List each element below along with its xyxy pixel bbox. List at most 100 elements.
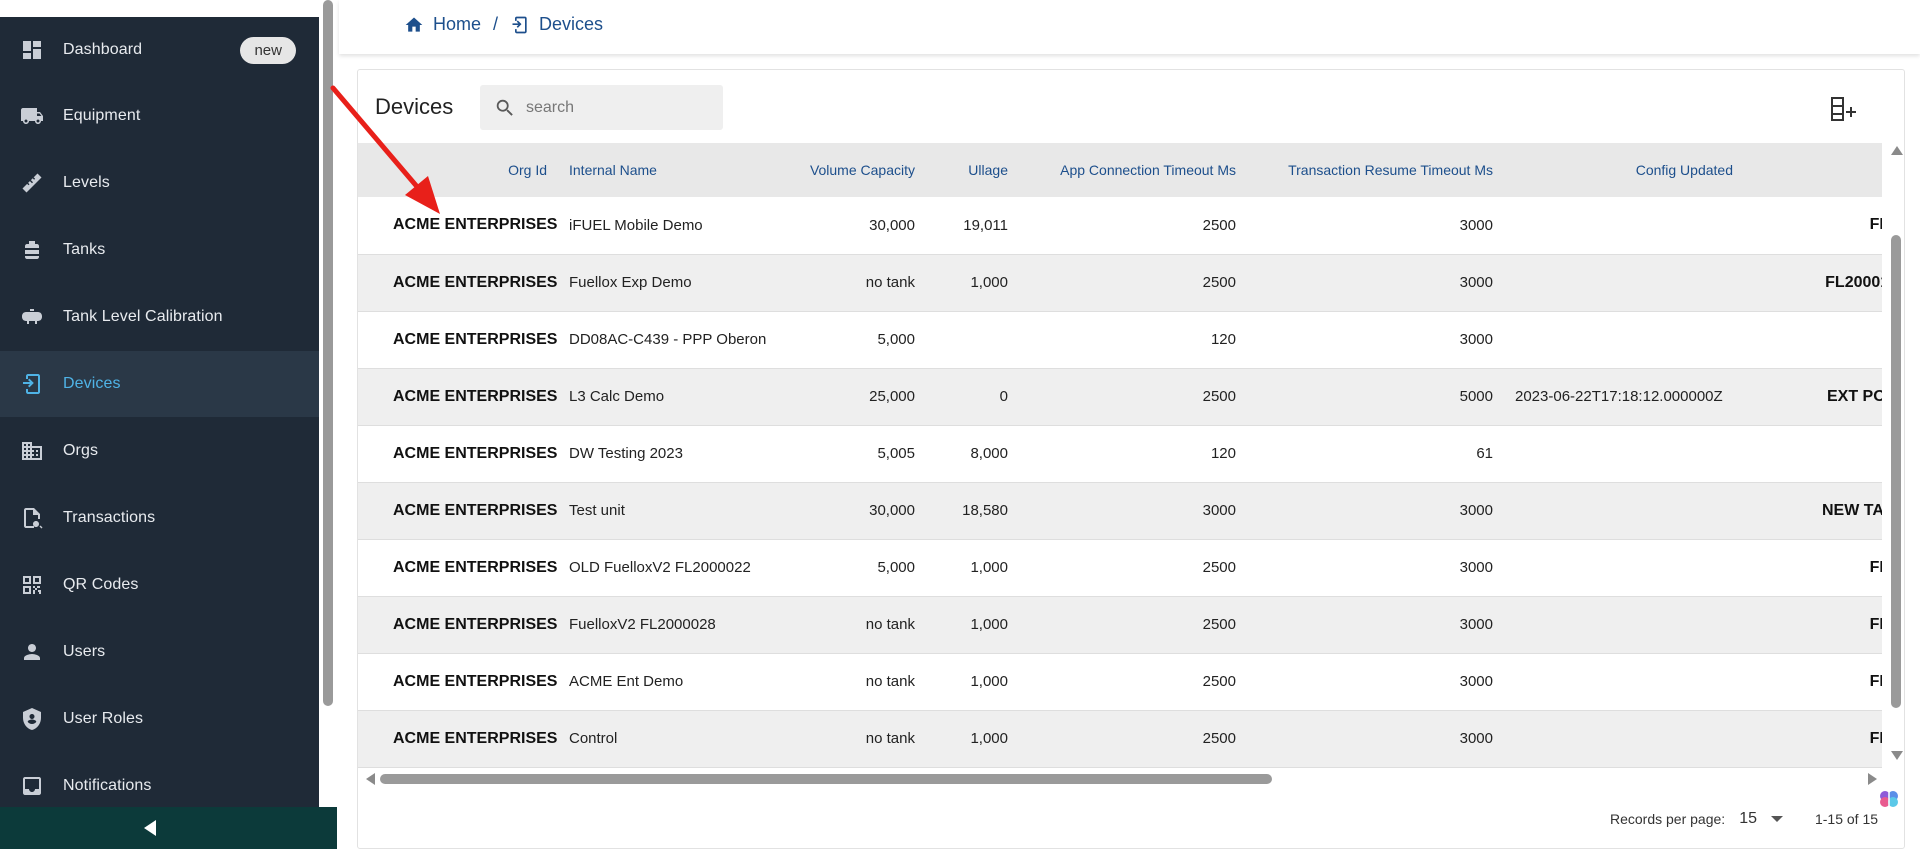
breadcrumb: Home / Devices bbox=[404, 14, 603, 35]
cell-org-id: ACME ENTERPRISES bbox=[393, 216, 558, 234]
horizontal-scroll-thumb[interactable] bbox=[380, 774, 1272, 784]
qr-code-icon bbox=[20, 573, 44, 597]
sidebar-item-orgs[interactable]: Orgs bbox=[0, 418, 319, 484]
sidebar-item-label: Tanks bbox=[63, 241, 106, 258]
cell-app-timeout: 120 bbox=[1210, 331, 1236, 348]
cell-volume-capacity: 25,000 bbox=[869, 388, 915, 405]
cell-resume-timeout: 3000 bbox=[1459, 331, 1493, 348]
cell-config-updated: 2023-06-22T17:18:12.000000Z bbox=[1515, 388, 1723, 405]
sidebar-item-tank-level-calibration[interactable]: Tank Level Calibration bbox=[0, 284, 319, 350]
scroll-left-arrow-icon[interactable] bbox=[366, 773, 375, 785]
building-icon bbox=[20, 439, 44, 463]
sidebar-item-users[interactable]: Users bbox=[0, 619, 319, 685]
table-row[interactable]: ACME ENTERPRISES L3 Calc Demo 25,000 0 2… bbox=[358, 368, 1882, 425]
scroll-down-arrow-icon[interactable] bbox=[1891, 751, 1903, 760]
cell-volume-capacity: 5,005 bbox=[877, 445, 915, 462]
dashboard-icon bbox=[20, 38, 44, 62]
cell-volume-capacity: 30,000 bbox=[869, 216, 915, 234]
sidebar-item-tanks[interactable]: Tanks bbox=[0, 217, 319, 283]
sidebar-item-label: Equipment bbox=[63, 107, 141, 124]
chevron-left-icon bbox=[143, 820, 156, 836]
records-per-page-select[interactable]: 15 bbox=[1739, 810, 1783, 828]
sidebar-item-equipment[interactable]: Equipment bbox=[0, 83, 319, 149]
cell-resume-timeout: 3000 bbox=[1459, 616, 1493, 633]
cell-app-timeout: 2500 bbox=[1202, 616, 1236, 633]
cell-org-id: ACME ENTERPRISES bbox=[393, 330, 558, 348]
ruler-icon bbox=[20, 171, 44, 195]
cell-internal-name: DD08AC-C439 - PPP Oberon bbox=[569, 331, 767, 348]
cell-truncated: FL20 bbox=[1869, 729, 1882, 747]
transaction-icon bbox=[20, 506, 44, 530]
table-row[interactable]: ACME ENTERPRISES Fuellox Exp Demo no tan… bbox=[358, 254, 1882, 311]
cell-app-timeout: 2500 bbox=[1202, 673, 1236, 690]
cell-app-timeout: 2500 bbox=[1202, 216, 1236, 234]
column-header-config-updated[interactable]: Config Updated bbox=[1635, 162, 1733, 178]
table-horizontal-scrollbar[interactable] bbox=[358, 771, 1886, 787]
inbox-icon bbox=[20, 774, 44, 798]
table-row[interactable]: ACME ENTERPRISES iFUEL Mobile Demo 30,00… bbox=[358, 197, 1882, 254]
device-icon bbox=[512, 16, 527, 33]
table-row[interactable]: ACME ENTERPRISES Control no tank 1,000 2… bbox=[358, 710, 1882, 767]
user-icon bbox=[20, 640, 44, 664]
cell-app-timeout: 2500 bbox=[1202, 559, 1236, 576]
devices-table-container: Org Id Internal Name Volume Capacity Ull… bbox=[358, 143, 1882, 770]
breadcrumb-home[interactable]: Home bbox=[404, 14, 481, 35]
column-header-truncated[interactable]: T bbox=[1744, 143, 1882, 197]
devices-card: Devices Org Id Internal Name Volume Capa… bbox=[357, 69, 1905, 849]
table-row[interactable]: ACME ENTERPRISES ACME Ent Demo no tank 1… bbox=[358, 653, 1882, 710]
cell-internal-name: Fuellox Exp Demo bbox=[569, 274, 692, 291]
sidebar-item-dashboard[interactable]: Dashboard new bbox=[0, 17, 319, 83]
cell-config-updated bbox=[1504, 197, 1744, 254]
table-header-row: Org Id Internal Name Volume Capacity Ull… bbox=[358, 143, 1882, 197]
add-device-button[interactable] bbox=[1828, 94, 1858, 124]
cell-app-timeout: 2500 bbox=[1202, 388, 1236, 405]
cell-config-updated bbox=[1504, 425, 1744, 482]
column-header-org-id[interactable]: Org Id bbox=[508, 162, 547, 178]
devices-table: Org Id Internal Name Volume Capacity Ull… bbox=[358, 143, 1882, 768]
search-icon bbox=[496, 99, 513, 116]
brain-icon[interactable] bbox=[1877, 787, 1901, 811]
cell-truncated: FL20 bbox=[1869, 558, 1882, 576]
scroll-up-arrow-icon[interactable] bbox=[1891, 146, 1903, 155]
column-header-transaction-resume-timeout[interactable]: Transaction Resume Timeout Ms bbox=[1288, 162, 1493, 178]
breadcrumb-separator: / bbox=[493, 14, 499, 34]
sidebar-item-devices[interactable]: Devices bbox=[0, 351, 319, 417]
sidebar-scrollbar[interactable] bbox=[323, 0, 333, 706]
sidebar-item-label: Tank Level Calibration bbox=[63, 308, 223, 325]
device-icon bbox=[20, 372, 44, 396]
sidebar-item-transactions[interactable]: Transactions bbox=[0, 485, 319, 551]
cell-config-updated bbox=[1504, 710, 1744, 767]
cell-truncated: FL2000125 bbox=[1825, 273, 1882, 291]
cell-ullage: 1,000 bbox=[970, 730, 1008, 747]
search-input[interactable] bbox=[526, 98, 706, 117]
table-row[interactable]: ACME ENTERPRISES DD08AC-C439 - PPP Obero… bbox=[358, 311, 1882, 368]
table-row[interactable]: ACME ENTERPRISES OLD FuelloxV2 FL2000022… bbox=[358, 539, 1882, 596]
scroll-right-arrow-icon[interactable] bbox=[1868, 773, 1877, 785]
cell-volume-capacity: no tank bbox=[865, 274, 915, 291]
truck-icon bbox=[20, 104, 44, 128]
column-header-ullage[interactable]: Ullage bbox=[968, 162, 1008, 178]
cell-resume-timeout: 61 bbox=[1476, 445, 1493, 462]
sidebar-item-notifications[interactable]: Notifications bbox=[0, 753, 319, 807]
sidebar-collapse-button[interactable] bbox=[0, 807, 337, 849]
table-row[interactable]: ACME ENTERPRISES FuelloxV2 FL2000028 no … bbox=[358, 596, 1882, 653]
cell-app-timeout: 2500 bbox=[1202, 274, 1236, 291]
table-row[interactable]: ACME ENTERPRISES DW Testing 2023 5,005 8… bbox=[358, 425, 1882, 482]
cell-org-id: ACME ENTERPRISES bbox=[393, 672, 558, 690]
column-header-internal-name[interactable]: Internal Name bbox=[569, 162, 657, 178]
table-row[interactable]: ACME ENTERPRISES Test unit 30,000 18,580… bbox=[358, 482, 1882, 539]
sidebar-item-levels[interactable]: Levels bbox=[0, 150, 319, 216]
cell-resume-timeout: 5000 bbox=[1459, 388, 1493, 405]
cell-config-updated bbox=[1504, 653, 1744, 710]
column-header-volume-capacity[interactable]: Volume Capacity bbox=[809, 162, 915, 178]
tank-icon bbox=[20, 238, 44, 262]
breadcrumb-devices[interactable]: Devices bbox=[510, 14, 603, 35]
cell-org-id: ACME ENTERPRISES bbox=[393, 615, 558, 633]
table-vertical-scrollbar[interactable] bbox=[1888, 143, 1904, 768]
vertical-scroll-thumb[interactable] bbox=[1891, 235, 1901, 708]
cell-config-updated bbox=[1504, 482, 1744, 539]
sidebar-item-qr-codes[interactable]: QR Codes bbox=[0, 552, 319, 618]
cell-volume-capacity: 5,000 bbox=[877, 559, 915, 576]
column-header-app-connection-timeout[interactable]: App Connection Timeout Ms bbox=[1060, 162, 1236, 178]
sidebar-item-user-roles[interactable]: User Roles bbox=[0, 686, 319, 752]
